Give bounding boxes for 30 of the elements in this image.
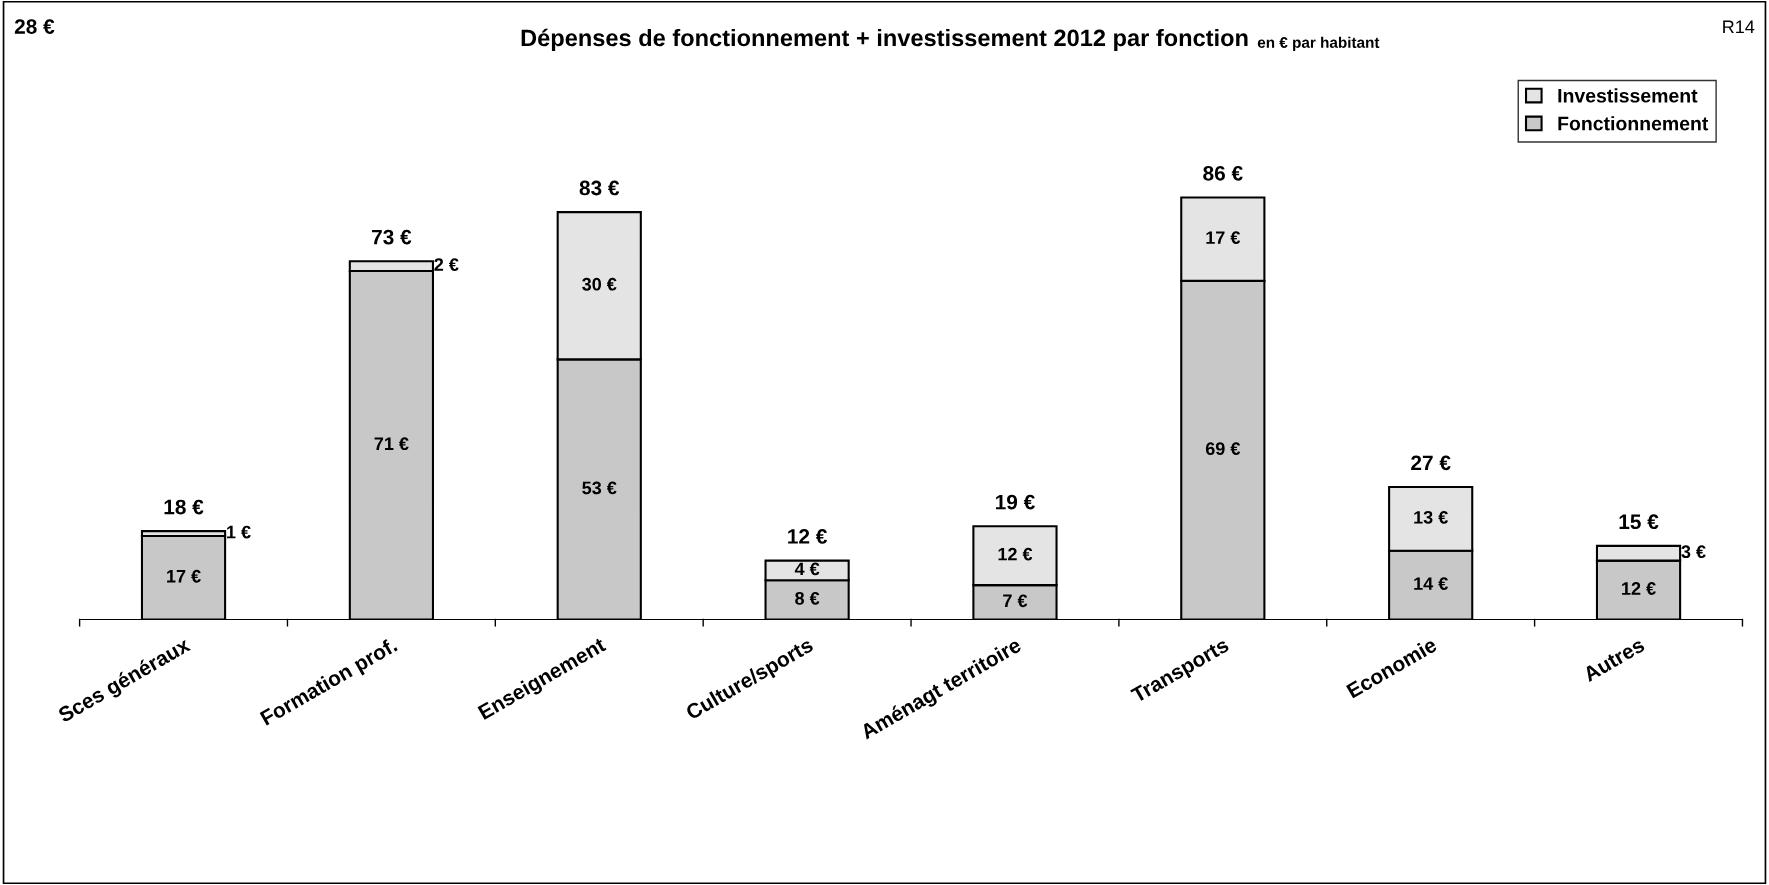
data-label: 12 € <box>1622 582 1656 595</box>
total-label: 19 € <box>996 494 1035 510</box>
data-label: 8 € <box>795 591 820 605</box>
total-label: 12 € <box>788 529 828 544</box>
data-label: 7 € <box>1003 594 1028 608</box>
data-label: 2 € <box>434 258 459 271</box>
data-label: 3 € <box>1681 545 1706 559</box>
data-label: 13 € <box>1414 510 1448 524</box>
data-label: 1 € <box>227 525 251 539</box>
total-label: 83 € <box>579 180 620 196</box>
data-label: 53 € <box>582 481 617 495</box>
text: R14 <box>1723 20 1755 33</box>
total-label: 27 € <box>1411 455 1451 471</box>
total-label: 15 € <box>1619 514 1659 530</box>
data-label: 14 € <box>1414 577 1448 590</box>
chart-subtitle: en € par habitant <box>1257 36 1380 51</box>
data-label: 71 € <box>374 437 409 451</box>
data-label: 17 € <box>1206 231 1241 244</box>
total-label: 73 € <box>372 229 412 245</box>
legend-label: Investissement <box>1558 88 1698 103</box>
text: 28 € <box>14 19 55 34</box>
chart-title: Dépenses de fonctionnement + investissement 2012 par fonction <box>521 28 1248 51</box>
legend-label: Fonctionnement <box>1558 116 1709 131</box>
data-label: 30 € <box>582 277 617 291</box>
total-label: 18 € <box>164 499 204 515</box>
data-label: 69 € <box>1205 442 1241 456</box>
data-label: 17 € <box>167 569 201 583</box>
data-label: 12 € <box>998 547 1033 561</box>
total-label: 86 € <box>1203 165 1243 181</box>
data-label: 4 € <box>794 562 820 576</box>
